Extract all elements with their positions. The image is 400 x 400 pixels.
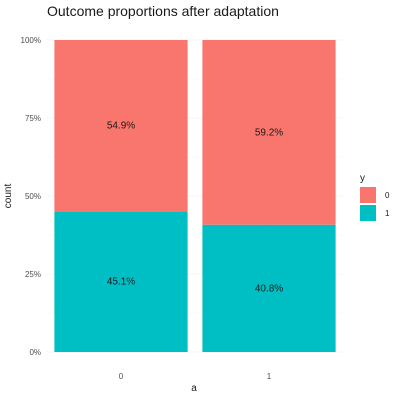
legend: y 0 1	[360, 173, 390, 221]
x-tick-label: 0	[119, 372, 124, 381]
bar-label: 54.9%	[107, 121, 135, 132]
x-axis-title: a	[191, 383, 197, 394]
bar-label: 59.2%	[255, 127, 283, 138]
bar-segment-0	[54, 40, 188, 212]
y-tick-label: 75%	[25, 114, 41, 123]
bar-label: 40.8%	[255, 283, 283, 294]
chart-title: Outcome proportions after adaptation	[47, 3, 279, 19]
legend-label: 1	[385, 209, 390, 218]
legend-title: y	[360, 173, 365, 184]
y-tick-label: 25%	[25, 270, 41, 279]
y-axis-title: count	[3, 184, 14, 209]
bar-segment-0	[202, 40, 336, 225]
bar-segment-1	[54, 211, 188, 352]
bar-label: 45.1%	[107, 277, 135, 288]
legend-key-1	[360, 205, 376, 221]
y-axis-ticks: 0% 25% 50% 75% 100%	[21, 36, 41, 357]
x-tick-label: 1	[267, 372, 272, 381]
bars: 45.1% 54.9% 40.8% 59.2%	[54, 40, 336, 352]
legend-key-0	[360, 187, 376, 203]
bar-segment-1	[202, 224, 336, 352]
y-tick-label: 50%	[25, 192, 41, 201]
legend-label: 0	[385, 191, 390, 200]
y-tick-label: 0%	[29, 348, 41, 357]
y-tick-label: 100%	[21, 36, 41, 45]
